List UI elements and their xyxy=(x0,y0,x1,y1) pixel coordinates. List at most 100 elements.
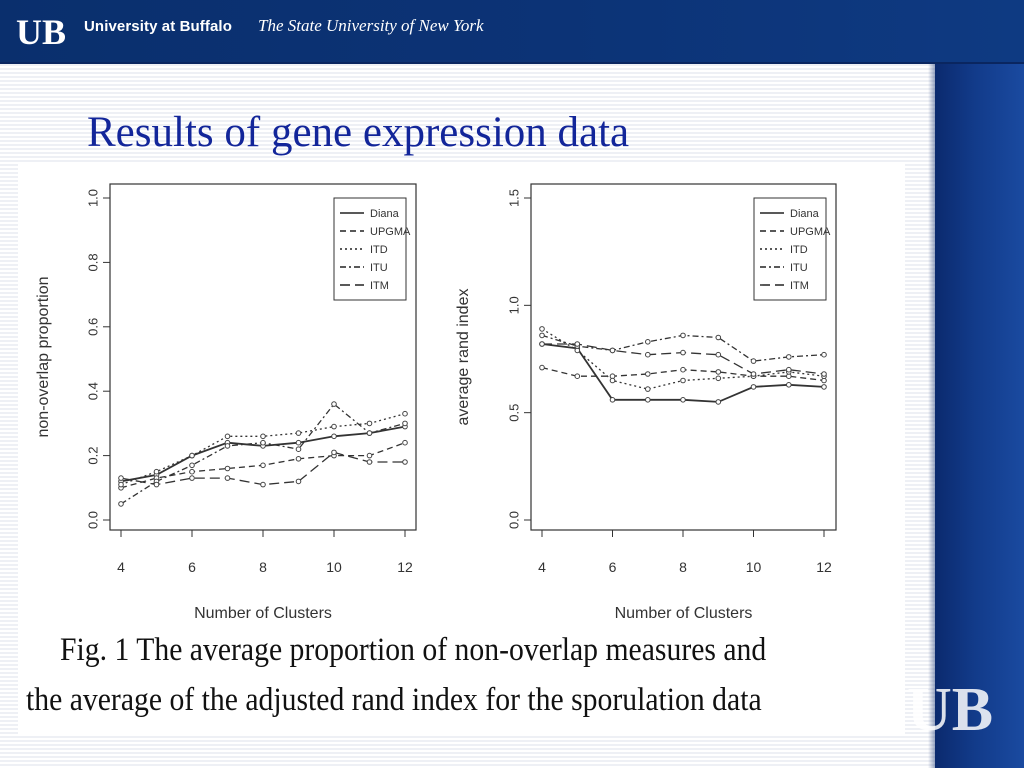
data-point xyxy=(539,332,545,339)
data-point xyxy=(153,481,160,488)
data-point xyxy=(331,423,337,430)
data-point xyxy=(118,475,124,481)
data-point xyxy=(189,452,195,459)
series-itd xyxy=(539,326,827,392)
y-axis-label: average rand index xyxy=(455,289,472,426)
data-point xyxy=(331,433,337,440)
x-axis-label: Number of Clusters xyxy=(194,605,332,622)
x-tick-label: 12 xyxy=(816,559,832,575)
series-line xyxy=(120,413,406,486)
data-point xyxy=(680,397,686,403)
data-point xyxy=(366,459,373,465)
series-itd xyxy=(118,410,408,488)
series-itm xyxy=(118,449,408,488)
x-tick-label: 12 xyxy=(397,559,413,575)
data-point xyxy=(715,369,722,375)
ub-watermark-text: UB xyxy=(907,676,993,742)
slide-title: Results of gene expression data xyxy=(87,109,630,156)
x-tick-label: 10 xyxy=(326,559,342,575)
data-point xyxy=(402,459,408,465)
data-point xyxy=(786,354,792,360)
x-tick-label: 6 xyxy=(188,559,196,575)
header-bar: UB University at Buffalo The State Unive… xyxy=(0,0,1024,64)
data-point xyxy=(539,326,545,332)
x-axis-label: Number of Clusters xyxy=(615,605,753,622)
legend-label: ITM xyxy=(370,280,389,292)
data-point xyxy=(645,339,651,345)
legend-label: Diana xyxy=(370,208,400,220)
data-point xyxy=(260,439,266,446)
data-point xyxy=(153,468,160,475)
y-axis-label: non-overlap proportion xyxy=(35,277,52,438)
data-point xyxy=(680,366,686,373)
data-point xyxy=(366,430,373,436)
legend-label: UPGMA xyxy=(790,226,831,238)
data-point xyxy=(224,465,231,472)
data-point xyxy=(609,397,616,403)
x-tick-label: 4 xyxy=(117,559,125,575)
data-point xyxy=(402,410,408,417)
data-point xyxy=(821,371,827,377)
data-point xyxy=(750,358,757,364)
series-itu xyxy=(118,401,408,507)
data-point xyxy=(295,446,302,453)
data-point xyxy=(224,443,231,449)
ub-logo-icon: UB xyxy=(16,12,66,51)
x-tick-label: 8 xyxy=(259,559,267,575)
figure-panel: 0.0 0.2 0.4 0.6 0.8 1.0 4 6 8 10 12 Number of Clust… xyxy=(18,162,905,734)
data-point xyxy=(680,377,686,384)
data-point xyxy=(645,351,651,358)
series-diana xyxy=(118,423,408,485)
data-point xyxy=(715,399,722,405)
data-point xyxy=(786,382,792,388)
y-tick-label: 1.5 xyxy=(506,189,521,207)
data-point xyxy=(645,397,651,403)
figure-caption-line-2: the average of the adjusted rand index f… xyxy=(26,682,762,718)
university-subtitle: The State University of New York xyxy=(258,16,484,35)
data-point xyxy=(224,475,231,481)
x-tick-label: 6 xyxy=(609,559,617,575)
data-point xyxy=(189,475,195,481)
legend-label: ITD xyxy=(370,244,388,256)
data-point xyxy=(574,341,581,347)
chart-1: 0.0 0.2 0.4 0.6 0.8 1.0 4 6 8 10 12 Number of Clust… xyxy=(35,183,417,622)
data-point xyxy=(574,373,581,379)
right-band-shadow xyxy=(928,62,938,768)
data-point xyxy=(680,332,686,339)
series-itu xyxy=(539,332,827,364)
y-tick-label: 0.0 xyxy=(506,511,521,529)
data-point xyxy=(118,481,124,488)
data-point xyxy=(609,377,616,384)
data-point xyxy=(645,371,651,377)
data-point xyxy=(260,462,266,469)
data-point xyxy=(821,351,827,358)
data-point xyxy=(295,478,302,485)
data-point xyxy=(609,347,616,354)
legend-label: ITM xyxy=(790,280,809,292)
legend-label: ITU xyxy=(370,262,388,274)
data-point xyxy=(366,452,373,459)
data-point xyxy=(224,433,231,440)
y-tick-label: 0.2 xyxy=(85,447,100,465)
data-point xyxy=(402,439,408,446)
x-tick-label: 10 xyxy=(746,559,762,575)
y-tick-label: 0.4 xyxy=(85,382,100,400)
data-point xyxy=(189,468,195,475)
data-point xyxy=(366,420,373,427)
series-itm xyxy=(539,341,827,377)
data-point xyxy=(786,366,792,373)
data-point xyxy=(539,341,545,347)
data-point xyxy=(260,481,266,488)
data-point xyxy=(260,433,266,440)
data-point xyxy=(118,501,124,507)
ub-watermark-icon: UB xyxy=(907,676,993,742)
data-point xyxy=(331,401,337,407)
data-point xyxy=(331,449,337,456)
y-tick-label: 1.0 xyxy=(85,189,100,207)
data-point xyxy=(402,420,408,427)
chart-2: 0.0 0.5 1.0 1.5 4 6 8 10 12 Number of Clusters ave… xyxy=(455,183,837,622)
data-point xyxy=(539,364,545,371)
y-tick-label: 0.5 xyxy=(506,404,521,422)
data-point xyxy=(821,384,827,390)
legend-label: ITU xyxy=(790,262,808,274)
